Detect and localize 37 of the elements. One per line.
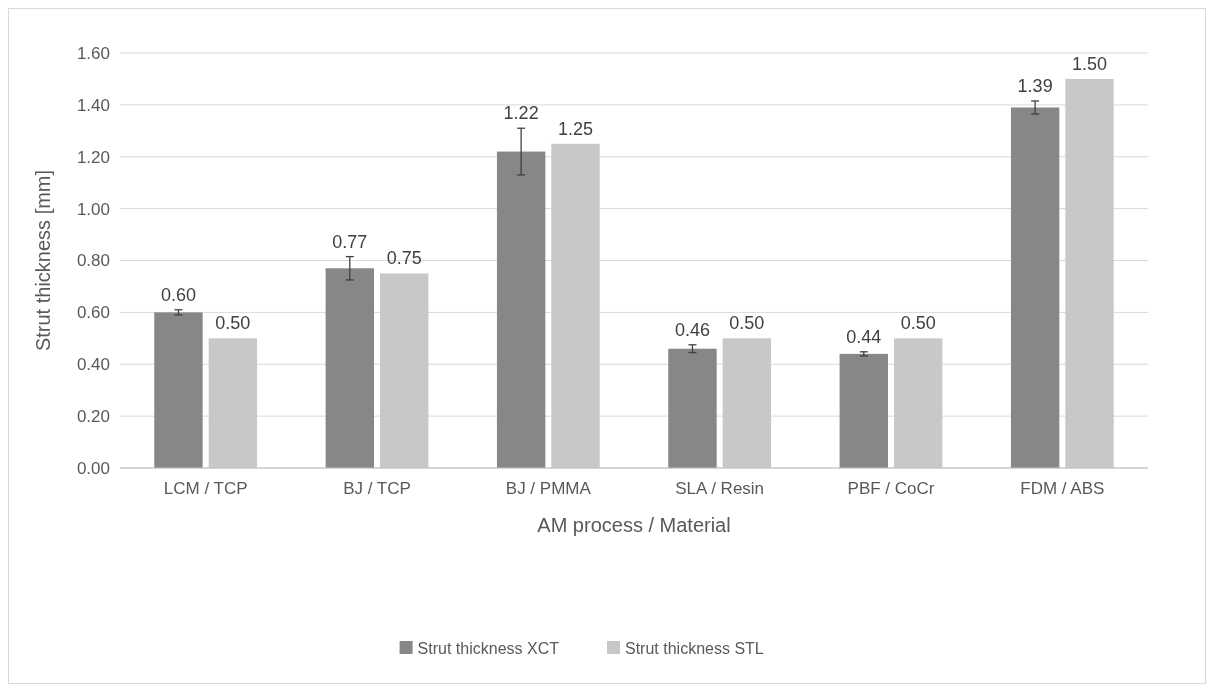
y-axis-title: Strut thickness [mm] xyxy=(32,169,54,352)
data-label: 0.50 xyxy=(215,313,251,334)
data-label: 1.39 xyxy=(1017,75,1053,96)
x-tick-label: PBF / CoCr xyxy=(847,479,935,498)
data-label: 0.75 xyxy=(386,248,422,269)
data-label: 0.50 xyxy=(900,313,936,334)
data-label: 1.22 xyxy=(503,103,539,124)
data-label: 0.50 xyxy=(729,313,765,334)
legend-label: Strut thickness XCT xyxy=(417,639,560,657)
data-label: 0.46 xyxy=(674,319,710,340)
bar xyxy=(154,312,203,468)
y-tick-label: 1.20 xyxy=(76,147,110,167)
x-axis-title: AM process / Material xyxy=(537,514,731,536)
y-tick-label: 0.20 xyxy=(76,407,110,427)
x-tick-label: BJ / PMMA xyxy=(505,479,592,498)
x-tick-label: FDM / ABS xyxy=(1020,479,1105,498)
data-label: 0.77 xyxy=(332,231,368,252)
y-tick-label: 0.00 xyxy=(76,458,110,478)
bar xyxy=(839,353,888,468)
x-tick-label: SLA / Resin xyxy=(675,479,765,498)
y-tick-label: 0.80 xyxy=(76,251,110,271)
x-tick-label: LCM / TCP xyxy=(163,479,248,498)
data-label: 0.60 xyxy=(160,284,196,305)
bar xyxy=(496,151,546,468)
bar xyxy=(1010,107,1060,468)
y-tick-label: 0.60 xyxy=(76,303,110,323)
x-tick-label: BJ / TCP xyxy=(343,479,411,498)
bar xyxy=(325,268,374,468)
data-label: 0.44 xyxy=(846,326,882,347)
y-tick-label: 0.40 xyxy=(76,355,110,375)
bar xyxy=(668,348,717,468)
y-tick-label: 1.60 xyxy=(76,43,110,63)
data-label: 1.25 xyxy=(558,118,594,139)
y-tick-label: 1.40 xyxy=(76,95,110,115)
data-label: 1.50 xyxy=(1072,53,1108,74)
legend-label: Strut thickness STL xyxy=(625,639,764,657)
y-tick-label: 1.00 xyxy=(76,199,110,219)
